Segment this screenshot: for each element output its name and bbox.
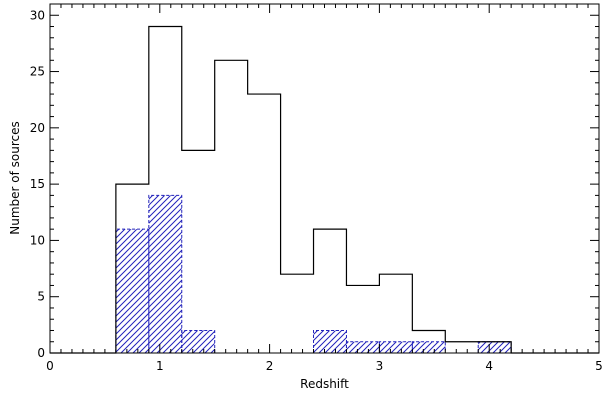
tick-labels: 0 1 2 3 4 5 0 5 10 15 20 25 30 bbox=[30, 8, 602, 373]
x-tick-label: 1 bbox=[156, 359, 164, 373]
outline-series bbox=[50, 25, 599, 354]
hatched-bar bbox=[478, 341, 512, 353]
hatched-bar-outline bbox=[411, 341, 446, 353]
x-tick-label: 4 bbox=[485, 359, 493, 373]
hatched-bar bbox=[412, 341, 446, 353]
outline-step-line bbox=[50, 25, 599, 354]
x-tick-label: 5 bbox=[595, 359, 602, 373]
y-tick-label: 20 bbox=[30, 121, 45, 135]
hatched-bar-outline bbox=[345, 341, 380, 353]
y-tick-label: 30 bbox=[30, 8, 45, 22]
hatched-bar bbox=[181, 330, 215, 353]
hatched-bar bbox=[346, 341, 380, 353]
hatched-bar bbox=[148, 195, 182, 353]
y-tick-label: 15 bbox=[30, 177, 45, 191]
hatched-bar bbox=[115, 229, 149, 353]
hatched-bar bbox=[379, 341, 413, 353]
x-tick-label: 0 bbox=[46, 359, 54, 373]
hatched-series bbox=[115, 194, 512, 353]
axis-ticks bbox=[49, 3, 600, 354]
x-axis-title: Redshift bbox=[300, 377, 349, 391]
y-axis-title: Number of sources bbox=[8, 121, 22, 235]
y-tick-label: 25 bbox=[30, 65, 45, 79]
y-tick-label: 5 bbox=[37, 290, 45, 304]
hatched-bar-outline bbox=[181, 329, 216, 353]
x-tick-label: 3 bbox=[376, 359, 384, 373]
x-tick-label: 2 bbox=[266, 359, 274, 373]
y-tick-label: 10 bbox=[30, 233, 45, 247]
hatched-bar bbox=[313, 330, 347, 353]
y-tick-label: 0 bbox=[37, 346, 45, 360]
